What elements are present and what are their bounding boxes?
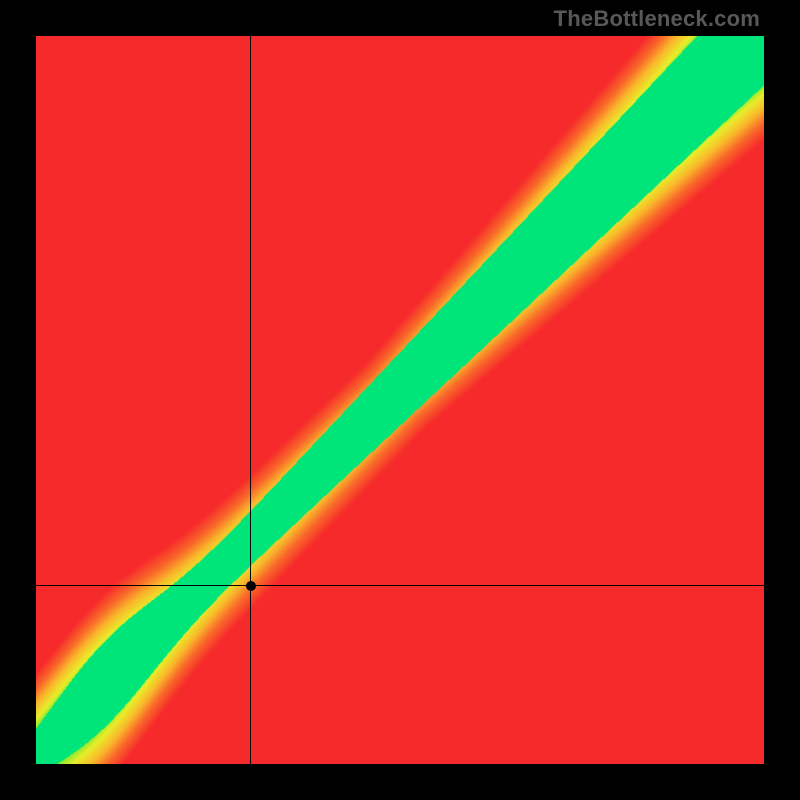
attribution-text: TheBottleneck.com <box>554 6 760 32</box>
crosshair-horizontal <box>36 585 764 586</box>
crosshair-vertical <box>250 36 251 764</box>
selection-marker <box>246 581 256 591</box>
heatmap-plot <box>36 36 764 764</box>
chart-container: TheBottleneck.com <box>0 0 800 800</box>
heatmap-canvas <box>36 36 764 764</box>
